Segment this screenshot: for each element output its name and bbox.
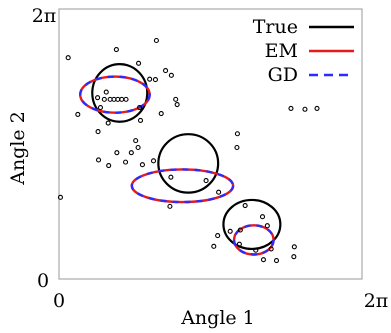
- data-point-39: [242, 202, 248, 209]
- y-axis-label: Angle 2: [7, 111, 29, 186]
- x-tick-label-left: 0: [53, 290, 65, 312]
- data-point-31: [106, 163, 112, 169]
- data-point-12: [95, 95, 101, 101]
- data-point-11: [75, 111, 81, 117]
- data-point-24: [137, 117, 144, 123]
- true-ellipse-1: [91, 63, 149, 123]
- data-point-40: [237, 227, 243, 233]
- data-point-55: [234, 144, 240, 151]
- y-tick-label-bottom: 0: [37, 270, 49, 292]
- data-point-34: [150, 158, 157, 164]
- data-point-28: [139, 162, 145, 168]
- x-tick-label-right: 2π: [364, 290, 389, 312]
- data-point-14: [101, 96, 107, 102]
- legend-label-em: EM: [265, 40, 298, 62]
- data-point-41: [259, 214, 266, 220]
- em-ellipses: [79, 75, 275, 256]
- data-point-47: [260, 257, 267, 263]
- data-point-52: [302, 106, 308, 112]
- data-point-53: [314, 105, 320, 111]
- data-point-48: [227, 228, 233, 234]
- legend: True EM GD: [253, 16, 354, 86]
- true-ellipse-3: [222, 198, 282, 251]
- data-point-10: [174, 101, 180, 108]
- gd-ellipse-1: [79, 75, 151, 114]
- data-point-3: [153, 37, 159, 44]
- true-ellipse-2: [157, 133, 220, 194]
- data-point-29: [122, 159, 129, 165]
- data-point-1: [65, 55, 71, 61]
- legend-label-true: True: [253, 16, 298, 38]
- data-point-26: [135, 144, 141, 151]
- data-point-8: [168, 72, 174, 78]
- data-point-46: [268, 246, 274, 252]
- gd-ellipse-2: [130, 168, 235, 204]
- data-point-15: [103, 89, 109, 95]
- data-point-50: [273, 257, 280, 264]
- data-point-45: [253, 247, 259, 253]
- data-point-4: [136, 60, 142, 66]
- y-tick-label-top: 2π: [32, 5, 57, 27]
- plot-area: [58, 8, 363, 280]
- legend-label-gd: GD: [268, 64, 298, 86]
- data-point-27: [128, 150, 134, 156]
- data-point-6: [152, 77, 158, 83]
- data-point-22: [95, 129, 101, 135]
- gd-ellipse-3: [232, 224, 275, 256]
- data-point-44: [211, 243, 217, 249]
- data-point-25: [133, 138, 139, 144]
- data-point-49: [236, 241, 242, 247]
- data-point-32: [95, 157, 102, 163]
- data-points: [57, 37, 320, 264]
- data-point-9: [173, 96, 179, 102]
- data-point-20: [123, 96, 129, 102]
- data-point-35: [168, 174, 174, 180]
- x-axis-label: Angle 1: [180, 307, 255, 329]
- true-ellipses: [91, 63, 282, 251]
- data-point-51: [288, 105, 294, 111]
- data-point-43: [215, 233, 221, 239]
- data-point-54: [234, 131, 240, 137]
- data-point-58: [291, 254, 297, 260]
- data-point-42: [264, 223, 270, 229]
- data-point-57: [291, 244, 297, 250]
- data-point-7: [163, 68, 169, 74]
- data-point-56: [57, 194, 63, 200]
- gd-ellipses: [79, 75, 275, 256]
- data-point-38: [216, 189, 222, 195]
- data-point-5: [147, 76, 153, 82]
- data-point-30: [114, 150, 120, 156]
- data-point-36: [203, 178, 209, 184]
- data-point-33: [158, 111, 164, 117]
- data-point-21: [105, 120, 111, 126]
- data-point-2: [113, 46, 119, 53]
- data-point-37: [167, 203, 173, 209]
- data-point-23: [136, 104, 143, 111]
- data-point-13: [97, 104, 104, 111]
